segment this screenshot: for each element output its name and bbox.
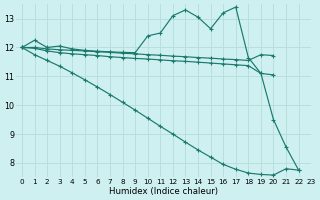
X-axis label: Humidex (Indice chaleur): Humidex (Indice chaleur) [109,187,218,196]
